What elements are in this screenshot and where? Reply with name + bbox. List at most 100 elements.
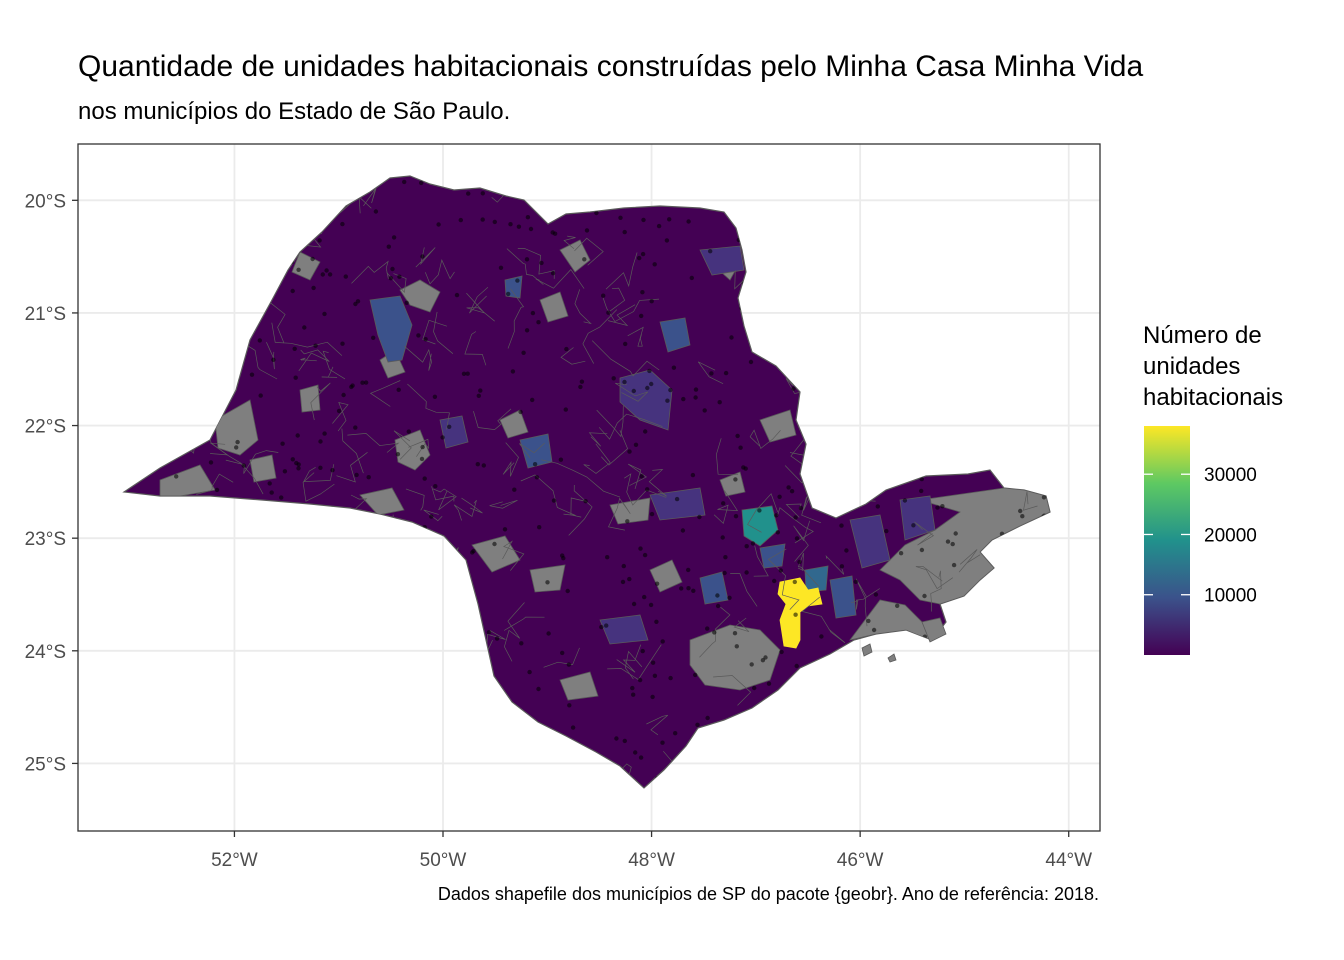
municipality-centroid: [757, 508, 762, 513]
municipality-boundary: [602, 297, 660, 322]
municipality-centroid: [729, 335, 734, 340]
municipality-centroid: [579, 379, 585, 384]
municipality-boundary: [225, 450, 279, 474]
municipality-centroid: [650, 660, 656, 665]
municipality-centroid: [234, 445, 239, 450]
municipality-centroid: [750, 541, 756, 546]
x-tick-label: 46°W: [837, 850, 884, 871]
legend-tick-label: 30000: [1204, 465, 1257, 486]
municipality-boundary: [466, 292, 495, 322]
no-data-regions: [159, 239, 1050, 701]
municipality-centroid: [271, 357, 276, 362]
municipality-centroid: [420, 444, 425, 450]
map-title: Quantidade de unidades habitacionais con…: [78, 50, 1144, 83]
municipality-boundary: [574, 289, 592, 325]
municipality-centroid: [715, 593, 720, 598]
municipality-centroid: [633, 750, 638, 755]
municipality-centroid: [563, 407, 568, 412]
municipality-centroid: [640, 290, 645, 295]
municipality-boundary: [753, 545, 769, 577]
municipality-centroid: [604, 623, 609, 628]
municipality-centroid: [282, 469, 288, 474]
municipality-centroid: [214, 487, 220, 493]
municipality-boundary: [716, 438, 739, 476]
municipality-centroid: [873, 592, 879, 597]
municipality-centroid: [519, 641, 524, 646]
x-tick-label: 44°W: [1045, 850, 1092, 871]
municipality-centroid: [691, 588, 696, 593]
municipality-centroid: [296, 267, 301, 272]
municipality-centroid: [279, 495, 284, 500]
municipality-centroid: [341, 392, 346, 398]
municipality-boundary: [432, 488, 457, 511]
municipality-centroid: [637, 255, 642, 261]
municipality-centroid: [712, 630, 717, 635]
municipality-boundary: [797, 552, 820, 587]
municipality-centroid: [671, 365, 677, 370]
municipality-boundary: [607, 497, 631, 531]
municipality-centroid: [763, 655, 768, 660]
municipality-centroid: [705, 626, 710, 631]
municipality-centroid: [546, 631, 551, 636]
municipality-boundary: [303, 464, 335, 482]
municipality-centroid: [647, 368, 652, 374]
municipality-centroid: [527, 669, 532, 675]
municipality-centroid: [322, 311, 327, 317]
municipality-centroid: [786, 485, 791, 490]
municipality-centroid: [638, 546, 643, 551]
municipality-boundary: [543, 647, 580, 668]
municipality-centroid: [558, 457, 564, 462]
municipality-centroid: [388, 276, 393, 281]
municipality-centroid: [447, 424, 452, 429]
municipality-centroid: [735, 433, 740, 439]
municipality-centroid: [686, 567, 691, 573]
municipality-centroid: [652, 262, 657, 267]
municipality-boundary: [614, 763, 632, 788]
municipality-centroid: [336, 408, 342, 414]
municipality-centroid: [623, 341, 628, 347]
municipality-centroid: [419, 180, 424, 186]
municipality-centroid: [660, 639, 665, 644]
municipality-boundary: [321, 366, 338, 378]
municipality-centroid: [594, 210, 599, 216]
municipality-centroid: [819, 634, 824, 639]
legend-colorbar: [1144, 426, 1190, 655]
municipality-centroid: [1041, 495, 1047, 500]
municipality-centroid: [774, 513, 779, 518]
municipality-boundary: [453, 499, 477, 521]
municipality-centroid: [327, 272, 333, 277]
municipality-centroid: [752, 685, 757, 691]
municipality-centroid: [583, 499, 588, 504]
municipality-centroid: [741, 465, 746, 470]
medium-value-regions: [369, 245, 936, 649]
municipality-centroid: [330, 468, 335, 473]
municipality-boundary: [310, 382, 331, 421]
municipality-centroid: [640, 648, 645, 654]
municipality-centroid: [898, 551, 904, 556]
municipality-centroid: [354, 472, 359, 478]
state-shape: [122, 175, 1051, 789]
municipality-centroid: [458, 217, 463, 223]
municipality-centroid: [1018, 508, 1023, 514]
municipality-boundary: [699, 606, 731, 658]
municipality-centroid: [371, 335, 376, 340]
municipality-centroid: [681, 396, 686, 402]
municipality-centroid: [660, 740, 665, 745]
municipality-boundary: [616, 644, 642, 673]
y-tick-label: 24°S: [25, 642, 66, 663]
municipality-centroid: [777, 494, 782, 499]
municipality-centroid: [599, 624, 604, 630]
municipality-centroid: [625, 519, 630, 524]
municipality-centroid: [295, 433, 300, 438]
municipality-centroid: [654, 581, 660, 586]
municipality-boundary: [302, 472, 335, 502]
municipality-centroid: [510, 369, 516, 374]
municipality-centroid: [715, 603, 721, 609]
municipality-centroid: [461, 371, 467, 376]
municipality-centroid: [343, 274, 348, 279]
municipality-boundary: [504, 602, 525, 662]
municipality-boundary: [608, 304, 636, 327]
municipality-centroid: [269, 490, 274, 495]
municipality-boundary: [407, 383, 450, 430]
